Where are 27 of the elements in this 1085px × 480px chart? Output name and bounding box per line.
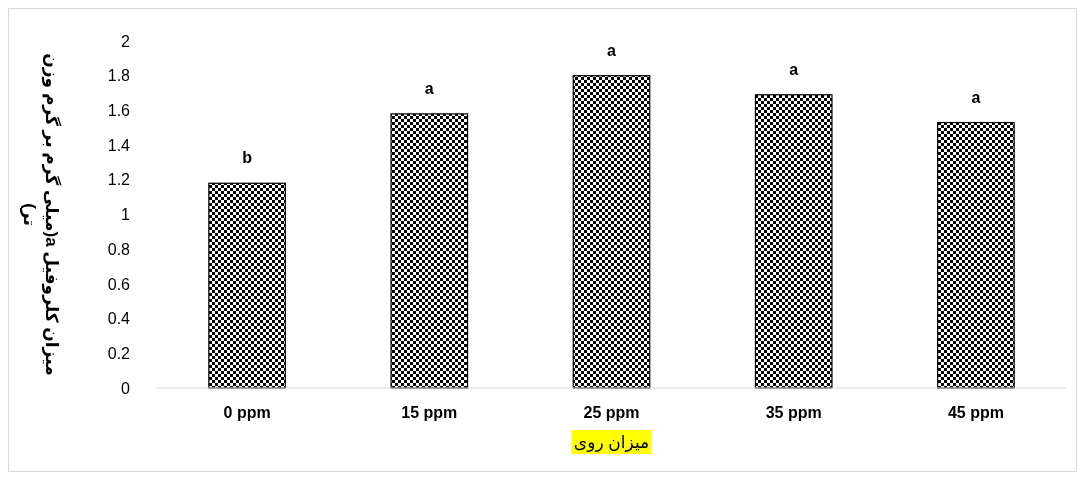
annotation: a [789,60,799,78]
bar [572,75,651,389]
x-tick-label: 15 ppm [401,404,458,421]
x-tick-label: 45 ppm [947,404,1004,421]
bar [754,94,833,389]
x-tick-label: 0 ppm [223,404,271,421]
x-tick-label: 35 ppm [765,404,822,421]
y-axis-title: میزان کلروفیل a(میلی گرم بر گرم وزن تر) [19,53,62,376]
bar [937,121,1015,389]
y-tick-label: 0.6 [107,275,131,293]
annotation: a [607,41,617,59]
annotation: b [242,149,253,167]
y-tick-label: 0.4 [107,310,131,328]
y-tick-label: 0 [121,379,131,397]
y-tick-label: 0.8 [107,240,131,258]
annotation: a [424,79,434,97]
y-tick-label: 1.8 [107,67,131,85]
y-tick-label: 2 [121,32,131,50]
y-tick-label: 1.6 [107,102,131,119]
bar [208,182,286,389]
y-tick-label: 0.2 [107,344,131,362]
y-tick-label: 1 [121,206,131,224]
y-tick-label: 1.4 [107,136,131,154]
bar [390,113,469,389]
y-tick-label: 1.2 [107,171,131,189]
x-tick-label: 25 ppm [583,404,640,421]
annotation: a [971,88,981,106]
